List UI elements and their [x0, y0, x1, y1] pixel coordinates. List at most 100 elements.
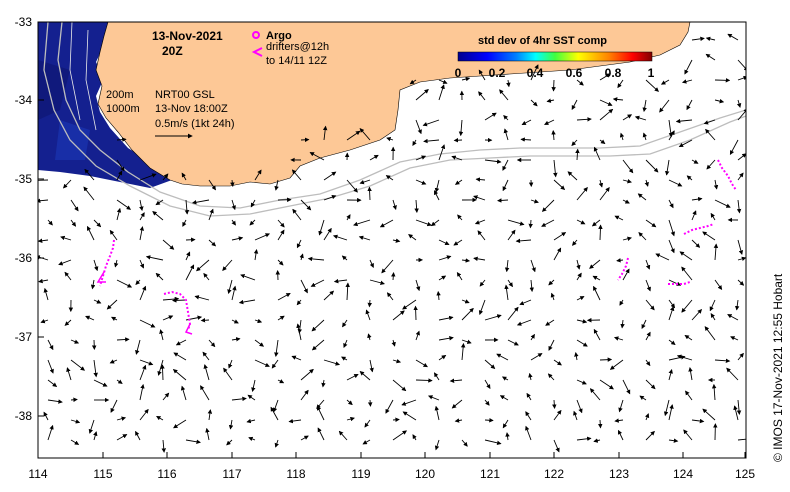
current-arrow [645, 279, 651, 292]
current-arrow [737, 256, 746, 262]
current-arrow [530, 99, 538, 107]
current-arrow [598, 224, 603, 241]
current-arrow [599, 73, 611, 81]
current-arrow [553, 409, 562, 421]
current-arrow [139, 285, 147, 301]
current-arrow [616, 258, 624, 263]
current-arrow [254, 359, 270, 367]
current-arrow [501, 376, 509, 381]
current-arrow [365, 309, 371, 321]
current-arrow [402, 411, 417, 421]
current-arrow [359, 179, 371, 185]
current-arrow [460, 342, 466, 361]
current-arrow [634, 115, 647, 121]
current-arrow [461, 439, 468, 447]
current-arrow [296, 299, 302, 306]
current-arrow [333, 278, 348, 284]
current-arrow [593, 285, 601, 301]
current-arrow [415, 179, 427, 185]
current-arrow [93, 359, 98, 378]
current-arrow [737, 153, 746, 161]
current-arrow [703, 119, 716, 125]
current-arrow [727, 314, 739, 321]
current-arrow [714, 358, 731, 364]
current-arrow [544, 119, 555, 125]
current-arrow [311, 339, 325, 351]
current-arrow [710, 212, 716, 221]
current-arrow [688, 367, 693, 381]
current-arrow [473, 195, 486, 201]
current-arrow [228, 359, 233, 369]
current-arrow [392, 238, 401, 243]
current-arrow [593, 438, 601, 443]
current-arrow [364, 419, 371, 428]
current-arrow [367, 299, 372, 308]
current-arrow [155, 199, 164, 206]
current-arrow [599, 139, 606, 145]
current-arrow [691, 239, 701, 248]
current-arrow [323, 194, 337, 201]
colorbar-tick: 0.6 [566, 66, 583, 80]
current-arrow [622, 236, 632, 241]
current-arrow [591, 219, 601, 227]
current-arrow [684, 59, 693, 75]
drifter-track [717, 159, 737, 191]
current-arrow [274, 439, 279, 448]
current-arrow [691, 418, 705, 424]
current-arrow [507, 339, 519, 346]
current-arrow [553, 247, 562, 261]
current-arrow [139, 364, 147, 381]
current-arrow [729, 139, 739, 155]
current-arrow [323, 171, 337, 181]
current-arrow [292, 208, 302, 221]
x-tick-label: 115 [93, 467, 112, 481]
current-arrow [496, 353, 509, 361]
colorbar-title: std dev of 4hr SST comp [478, 35, 607, 47]
current-arrow [231, 219, 236, 226]
current-arrow [367, 399, 373, 407]
current-arrow [116, 416, 127, 421]
current-arrow [730, 336, 739, 341]
y-tick-label: -38 [15, 409, 33, 423]
current-arrow [507, 219, 525, 226]
current-arrow [528, 372, 533, 381]
current-arrow [675, 118, 693, 124]
current-arrow [277, 315, 285, 321]
current-arrow [391, 339, 396, 347]
current-arrow [185, 251, 191, 261]
current-arrow [613, 336, 624, 341]
current-arrow [240, 274, 256, 281]
current-arrow [434, 405, 440, 421]
current-arrow [116, 170, 123, 181]
current-arrow [277, 293, 291, 301]
current-arrow [474, 219, 486, 225]
current-arrow [226, 439, 233, 446]
current-arrow [109, 229, 118, 241]
current-arrow [369, 359, 374, 373]
current-arrow [300, 368, 314, 381]
current-arrow [484, 314, 502, 321]
current-arrow [433, 190, 440, 201]
current-arrow [547, 373, 555, 381]
current-arrow [713, 179, 719, 190]
current-arrow [691, 159, 699, 164]
current-arrow [571, 139, 578, 147]
isobath-1000m-label: 1000m [106, 103, 140, 115]
current-arrow [409, 79, 417, 85]
current-arrow [70, 359, 85, 371]
current-arrow [528, 219, 533, 229]
current-arrow [139, 383, 145, 401]
current-arrow [484, 359, 496, 369]
current-arrow [525, 425, 532, 441]
current-arrow [622, 199, 630, 204]
plot-frame [37, 21, 747, 459]
current-arrow [655, 253, 670, 261]
current-arrow [478, 69, 486, 81]
current-arrow [477, 230, 486, 241]
current-arrow [139, 259, 145, 269]
current-arrow [642, 99, 647, 113]
current-arrow [614, 418, 624, 423]
current-arrow [572, 239, 578, 246]
current-arrow [47, 339, 54, 351]
current-arrow [617, 429, 624, 441]
